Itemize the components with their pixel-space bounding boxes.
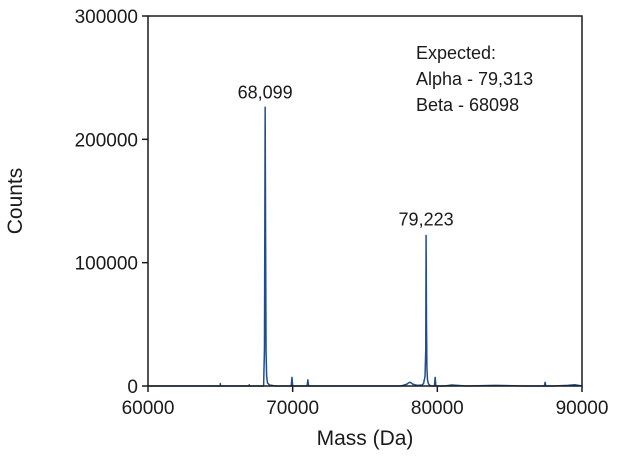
x-axis-ticks: 60000 70000 80000 90000 — [122, 386, 609, 419]
y-tick-label: 0 — [127, 377, 138, 398]
plot-frame — [147, 15, 583, 387]
note-line: Alpha - 79,313 — [416, 69, 533, 89]
y-tick-label: 100000 — [75, 254, 138, 275]
y-tick-label: 300000 — [75, 7, 138, 28]
y-axis-ticks: 0 100000 200000 300000 — [75, 7, 148, 398]
x-tick-label: 70000 — [266, 398, 319, 419]
peak-label: 79,223 — [399, 210, 454, 230]
x-axis-title: Mass (Da) — [317, 427, 414, 450]
x-tick-label: 90000 — [556, 398, 609, 419]
y-tick-label: 200000 — [75, 130, 138, 151]
spectrum-line — [148, 106, 583, 387]
expected-note: Expected: Alpha - 79,313 Beta - 68098 — [416, 43, 533, 115]
note-line: Expected: — [416, 43, 496, 63]
peak-label: 68,099 — [238, 83, 293, 103]
y-axis-title: Counts — [4, 168, 27, 235]
note-line: Beta - 68098 — [416, 95, 519, 115]
peak-annotations: 68,099 79,223 — [238, 83, 454, 230]
x-tick-label: 80000 — [411, 398, 464, 419]
x-tick-label: 60000 — [122, 398, 175, 419]
